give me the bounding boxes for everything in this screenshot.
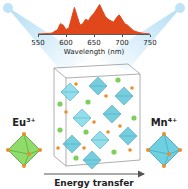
svg-text:550: 550 — [31, 39, 44, 47]
svg-text:600: 600 — [59, 39, 72, 47]
svg-text:Wavelength (nm): Wavelength (nm) — [64, 48, 125, 56]
svg-text:700: 700 — [115, 39, 128, 47]
svg-text:750: 750 — [143, 39, 156, 47]
svg-text:Energy transfer: Energy transfer — [54, 178, 134, 188]
svg-text:650: 650 — [87, 39, 100, 47]
svg-text:Eu³⁺: Eu³⁺ — [12, 117, 36, 128]
svg-text:Mn⁴⁺: Mn⁴⁺ — [151, 117, 178, 128]
